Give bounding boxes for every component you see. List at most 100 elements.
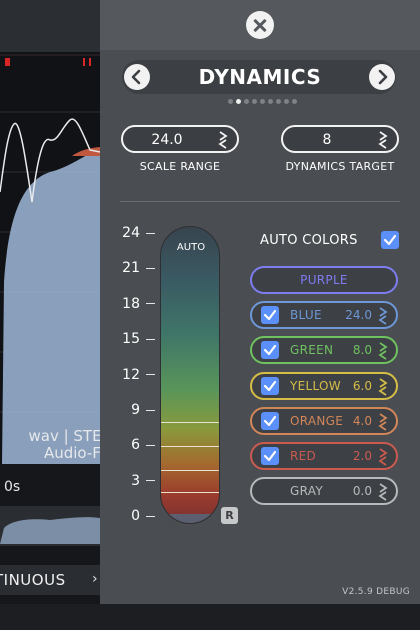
meter-tick: 21	[114, 260, 156, 276]
meter-tick-mark	[146, 267, 155, 269]
check-icon	[383, 234, 397, 246]
stepper-arrows-icon	[378, 131, 388, 149]
page-dot[interactable]	[276, 99, 281, 104]
page-dot[interactable]	[292, 99, 297, 104]
page-title: DYNAMICS	[198, 65, 322, 89]
color-threshold-value: 6.0	[352, 378, 372, 393]
meter-threshold-line	[161, 446, 219, 447]
meter-tick: 9	[114, 402, 156, 418]
color-row-red[interactable]: RED 2.0	[250, 442, 398, 470]
meter-threshold-line	[161, 422, 219, 423]
stepper-arrows-icon	[378, 413, 388, 431]
meter-threshold-line	[161, 470, 219, 471]
meter-tick: 15	[114, 331, 156, 347]
meter-level	[161, 514, 219, 523]
mode-chevron-icon: ›	[92, 571, 98, 587]
dynamics-settings-panel: DYNAMICS 24.0 8 SCALE RANGE DYNAMICS TAR…	[100, 0, 420, 604]
color-row-green[interactable]: GREEN 8.0	[250, 336, 398, 365]
color-checkbox[interactable]	[261, 376, 279, 395]
auto-colors-checkbox[interactable]	[381, 231, 399, 249]
stepper-arrows-icon	[378, 377, 388, 396]
color-checkbox[interactable]	[261, 341, 279, 360]
check-icon	[263, 310, 277, 321]
meter-tick: 12	[114, 367, 156, 383]
dynamics-meter: AUTO	[160, 226, 220, 524]
dynamics-target-stepper[interactable]: 8	[281, 125, 399, 153]
color-threshold-value: 4.0	[352, 413, 372, 428]
dynamics-target-value: 8	[322, 132, 332, 148]
color-row-purple[interactable]: PURPLE	[250, 266, 398, 294]
color-threshold-value: 24.0	[345, 308, 372, 323]
background-markers	[6, 60, 10, 66]
color-row-orange[interactable]: ORANGE 4.0	[250, 406, 398, 435]
meter-tick-label: 18	[122, 295, 140, 312]
color-name: GREEN	[290, 343, 334, 358]
meter-tick-mark	[146, 338, 155, 340]
meter-tick-mark	[146, 374, 155, 376]
time-label: 0s	[4, 479, 21, 495]
meter-tick-mark	[146, 303, 155, 305]
meter-tick-label: 15	[122, 331, 140, 348]
meter-reset-button[interactable]: R	[221, 507, 238, 524]
color-checkbox[interactable]	[261, 447, 279, 465]
chevron-right-icon	[378, 69, 388, 85]
color-row-yellow[interactable]: YELLOW 6.0	[250, 371, 398, 400]
meter-tick-mark	[146, 515, 155, 517]
file-info-line-2: Audio-Fi	[43, 444, 100, 462]
meter-tick: 24	[114, 225, 156, 241]
dynamics-target-label: DYNAMICS TARGET	[285, 160, 395, 173]
meter-tick: 6	[114, 437, 156, 453]
page-dot[interactable]	[244, 99, 249, 104]
color-checkbox[interactable]	[261, 411, 279, 430]
waveform-shape	[0, 517, 100, 544]
meter-tick-label: 9	[131, 402, 140, 418]
scale-range-value: 24.0	[151, 132, 183, 148]
auto-colors-label: AUTO COLORS	[260, 233, 358, 248]
page-dot[interactable]	[260, 99, 265, 104]
page-dot[interactable]	[236, 99, 241, 104]
color-checkbox[interactable]	[261, 306, 279, 325]
stepper-arrows-icon	[378, 307, 388, 325]
page-dot[interactable]	[268, 99, 273, 104]
color-name: GRAY	[290, 484, 323, 499]
file-info-line: wav | STEI	[28, 427, 100, 445]
color-name: RED	[290, 449, 317, 463]
background-toolbar	[0, 0, 100, 66]
page-indicator	[228, 99, 297, 105]
panel-header	[100, 0, 420, 50]
check-icon	[263, 345, 277, 356]
color-row-blue[interactable]: BLUE 24.0	[250, 301, 398, 330]
waveform-overview[interactable]	[0, 506, 100, 546]
meter-tick-mark	[146, 444, 155, 446]
mode-label: TINUOUS	[0, 571, 66, 589]
meter-tick-label: 24	[122, 225, 140, 241]
prev-page-button[interactable]	[124, 64, 150, 90]
bottom-bar	[0, 604, 420, 630]
chevron-left-icon	[131, 69, 141, 85]
color-name: ORANGE	[290, 413, 344, 428]
meter-tick: 3	[114, 473, 156, 489]
stepper-arrows-icon	[378, 483, 388, 501]
close-icon[interactable]	[246, 11, 274, 39]
meter-tick: 0	[114, 508, 156, 524]
next-page-button[interactable]	[369, 64, 395, 90]
stepper-arrows-icon	[378, 342, 388, 361]
color-threshold-value: 8.0	[352, 343, 372, 358]
page-dot[interactable]	[284, 99, 289, 104]
color-row-gray[interactable]: GRAY 0.0	[250, 477, 398, 506]
meter-tick: 18	[114, 296, 156, 312]
page-dot[interactable]	[252, 99, 257, 104]
color-name: BLUE	[290, 308, 322, 323]
color-threshold-value: 2.0	[352, 449, 372, 463]
scale-range-stepper[interactable]: 24.0	[121, 125, 239, 153]
mode-selector[interactable]: TINUOUS ›	[0, 565, 100, 595]
meter-threshold-line	[161, 492, 219, 493]
page-dot[interactable]	[228, 99, 233, 104]
version-label: V2.5.9 DEBUG	[342, 587, 410, 597]
meter-tick-label: 3	[131, 472, 140, 489]
meter-tick-label: 0	[131, 508, 140, 525]
check-icon	[263, 380, 277, 391]
stepper-arrows-icon	[218, 131, 228, 149]
section-divider	[120, 201, 400, 202]
meter-tick-mark	[146, 409, 155, 411]
